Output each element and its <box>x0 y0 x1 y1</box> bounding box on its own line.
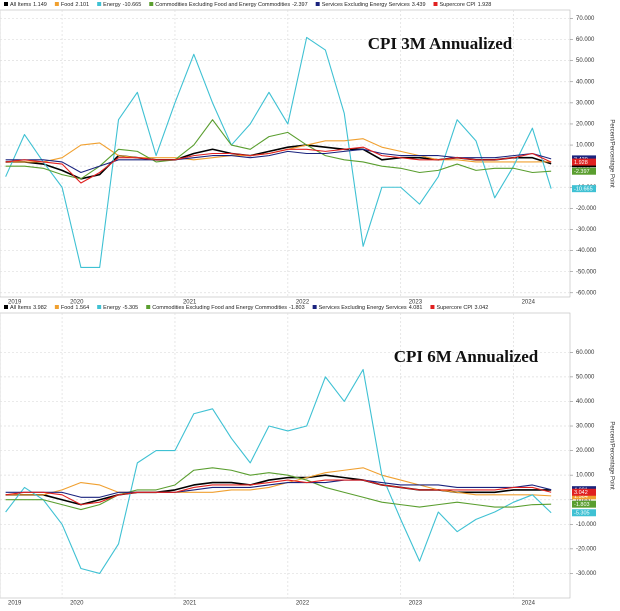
legend-swatch <box>54 305 59 309</box>
y-axis-label: Percent/Percentage Point <box>608 119 614 188</box>
legend-label: Energy <box>103 2 121 8</box>
value-flag <box>572 500 596 508</box>
legend-swatch <box>433 2 438 6</box>
x-tick-label: 2021 <box>183 300 197 306</box>
series-line <box>5 479 552 498</box>
x-tick-label: 2020 <box>70 300 84 306</box>
legend-label: Commodities Excluding Food and Energy Co… <box>152 305 287 311</box>
legend-value: 1.564 <box>75 305 89 311</box>
y-tick-label: 60.000 <box>576 37 595 43</box>
y-tick-label: -30.000 <box>576 571 597 577</box>
value-flag <box>572 492 596 500</box>
value-flag <box>572 488 596 496</box>
series-line <box>5 479 552 506</box>
x-tick-label: 2022 <box>296 601 310 607</box>
y-tick-label: 50.000 <box>576 374 595 380</box>
y-tick-label: -20.000 <box>576 206 597 212</box>
series-line <box>5 467 552 511</box>
y-tick-label: 40.000 <box>576 79 595 85</box>
x-tick-label: 2021 <box>183 601 197 607</box>
legend-value: 1.928 <box>478 2 492 8</box>
value-flag <box>572 158 596 166</box>
legend-value: 4.081 <box>409 305 423 311</box>
chart-title: CPI 6M Annualized <box>394 347 539 366</box>
x-tick-label: 2024 <box>522 300 536 306</box>
y-axis-label: Percent/Percentage Point <box>608 421 614 490</box>
legend-label: Services Excluding Energy Services <box>319 305 407 311</box>
y-tick-label: -60.000 <box>576 290 597 296</box>
legend-value: -5.305 <box>123 305 139 311</box>
y-tick-label: -20.000 <box>576 546 597 552</box>
y-tick-label: 20.000 <box>576 448 595 454</box>
value-flag <box>572 167 596 175</box>
series-line <box>5 467 552 497</box>
legend-swatch <box>315 2 320 6</box>
legend-value: 2.101 <box>75 2 89 8</box>
legend-value: -2.397 <box>292 2 308 8</box>
y-tick-label: 10.000 <box>576 143 595 149</box>
legend-swatch <box>4 305 8 309</box>
series-line <box>5 368 552 574</box>
x-tick-label: 2023 <box>409 300 423 306</box>
y-tick-label: -10.000 <box>576 522 597 528</box>
y-tick-label: 30.000 <box>576 100 595 106</box>
legend-swatch <box>4 2 8 6</box>
plot-area <box>0 312 571 599</box>
value-flag-label: -2.397 <box>574 169 590 175</box>
y-tick-label: -50.000 <box>576 269 597 275</box>
legend-label: Commodities Excluding Food and Energy Co… <box>155 2 290 8</box>
legend-value: -10.665 <box>123 2 142 8</box>
legend-swatch <box>54 2 59 6</box>
legend-swatch <box>146 305 151 309</box>
y-tick-label: -40.000 <box>576 248 597 254</box>
legend-label: All Items <box>10 2 31 8</box>
y-tick-label: 20.000 <box>576 122 595 128</box>
value-flag <box>572 185 596 193</box>
x-tick-label: 2023 <box>409 601 423 607</box>
legend-label: Services Excluding Energy Services <box>322 2 410 8</box>
y-tick-label: 10.000 <box>576 473 595 479</box>
y-tick-label: 40.000 <box>576 399 595 405</box>
chart-title: CPI 3M Annualized <box>368 34 513 53</box>
series-line <box>5 36 552 269</box>
legend-label: Energy <box>103 305 121 311</box>
legend-value: -1.803 <box>289 305 305 311</box>
y-tick-label: 70.000 <box>576 16 595 22</box>
value-flag-label: 3.042 <box>574 490 588 496</box>
y-tick-label: 30.000 <box>576 424 595 430</box>
legend-swatch <box>97 2 102 6</box>
y-tick-label: 60.000 <box>576 350 595 356</box>
legend-swatch <box>430 305 435 309</box>
x-tick-label: 2019 <box>8 300 22 306</box>
series-line <box>5 119 552 180</box>
x-tick-label: 2019 <box>8 601 22 607</box>
legend-label: Supercore CPI <box>436 305 473 311</box>
legend-swatch <box>312 305 317 309</box>
value-flag-label: -5.305 <box>574 511 590 517</box>
value-flag-label: -1.803 <box>574 502 590 508</box>
legend-value: 1.149 <box>33 2 47 8</box>
value-flag-label: 1.928 <box>574 160 588 166</box>
value-flag-label: 1.564 <box>574 494 588 500</box>
legend-swatch <box>149 2 154 6</box>
legend-label: Food <box>61 2 74 8</box>
legend-value: 3.042 <box>475 305 489 311</box>
y-tick-label: 0.000 <box>576 497 592 503</box>
value-flag <box>572 509 596 517</box>
legend-label: All Items <box>10 305 31 311</box>
plot-area <box>0 9 571 298</box>
value-flag-label: -10.665 <box>574 187 593 193</box>
legend-value: 3.982 <box>33 305 47 311</box>
x-tick-label: 2024 <box>522 601 536 607</box>
legend-label: Supercore CPI <box>440 2 477 8</box>
x-tick-label: 2022 <box>296 300 310 306</box>
series-line <box>5 146 552 184</box>
y-tick-label: 50.000 <box>576 58 595 64</box>
y-tick-label: -30.000 <box>576 227 597 233</box>
legend-label: Food <box>61 305 74 311</box>
legend-value: 3.439 <box>412 2 426 8</box>
x-tick-label: 2020 <box>70 601 84 607</box>
legend-swatch <box>97 305 102 309</box>
